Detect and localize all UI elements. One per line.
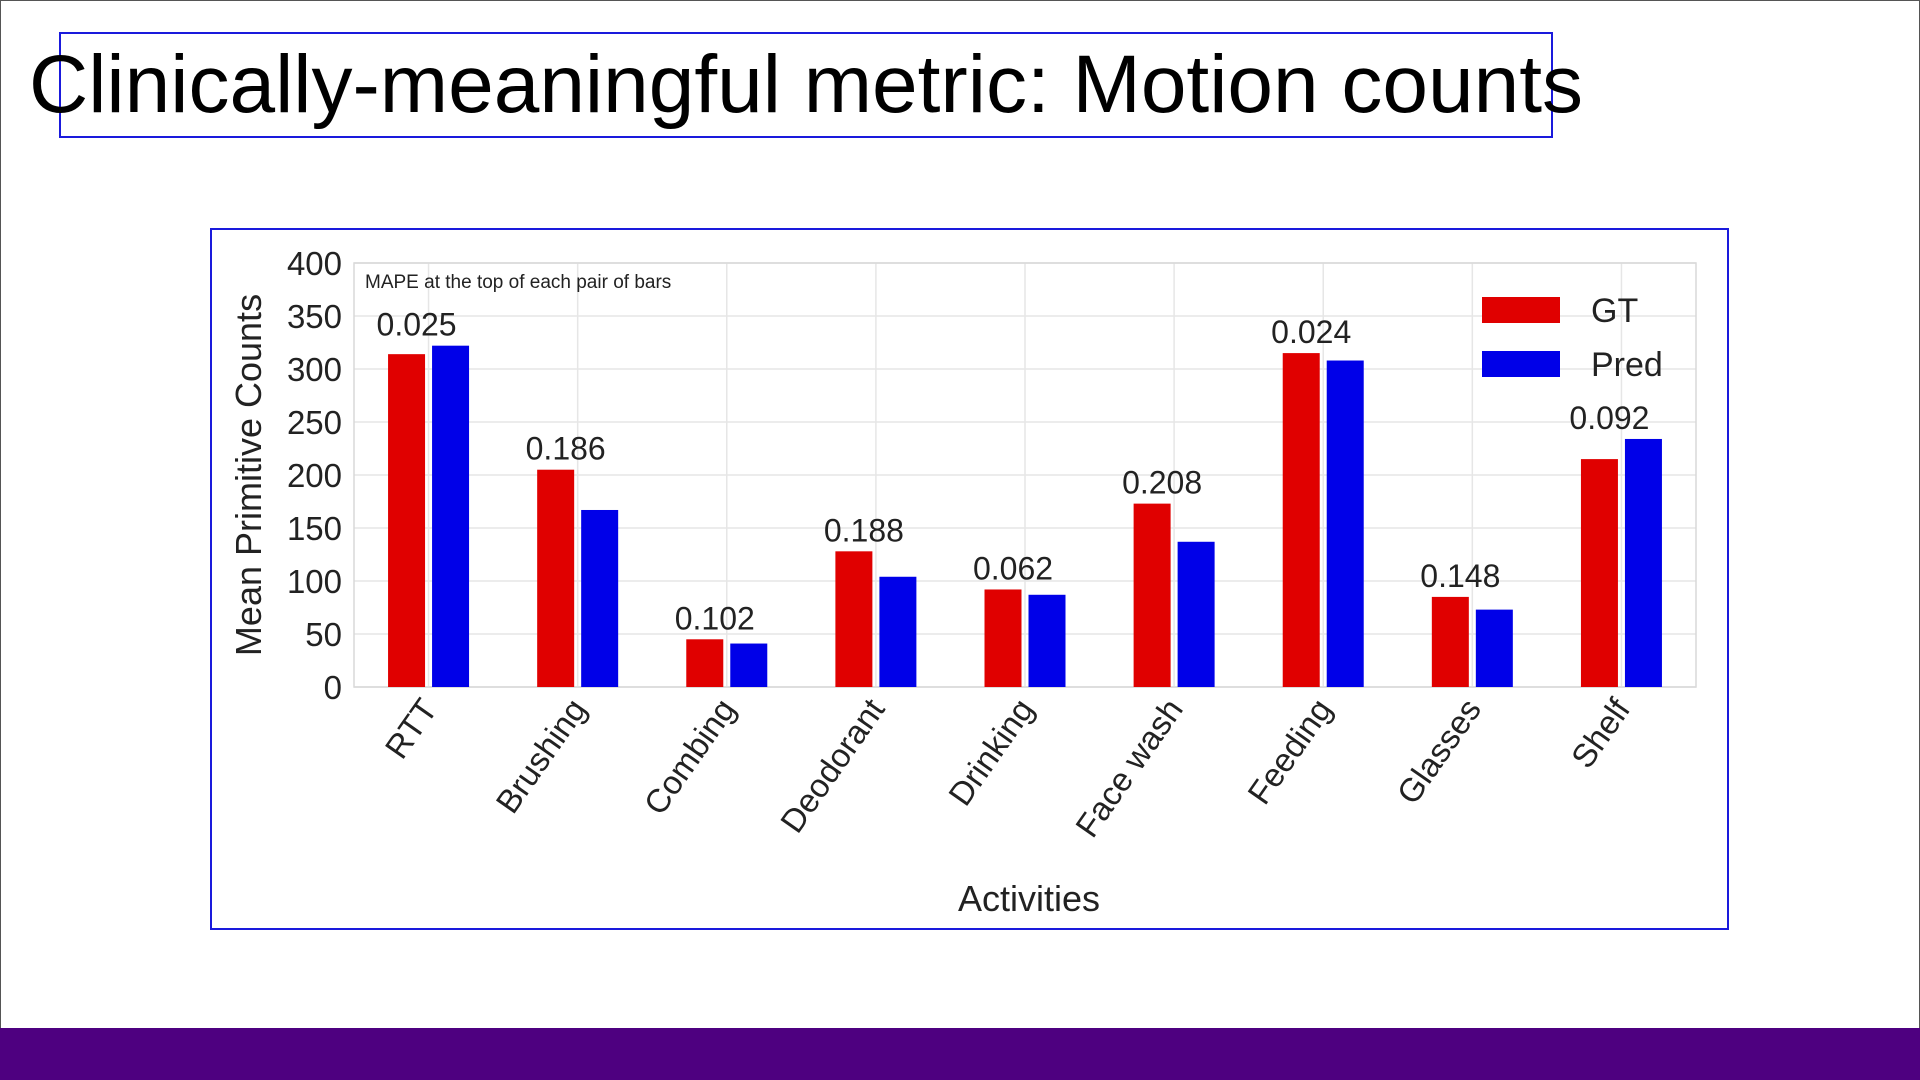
x-tick-label: Combing	[636, 692, 742, 821]
y-tick-label: 50	[305, 616, 342, 653]
bar-gt-face-wash	[1133, 503, 1171, 687]
bar-chart: 0 50 100 150 200 250 300 350 400 0.025 0.186 0.102…	[228, 245, 1697, 919]
mape-label: 0.092	[1569, 400, 1649, 436]
y-tick-label: 350	[287, 298, 342, 335]
mape-label: 0.186	[526, 431, 606, 467]
bar-pred-rtt	[432, 345, 470, 687]
bar-pred-glasses	[1475, 609, 1513, 687]
y-tick-label: 400	[287, 245, 342, 282]
bar-pred-feeding	[1326, 360, 1364, 687]
y-tick-label: 150	[287, 510, 342, 547]
x-tick-label: Shelf	[1564, 691, 1638, 775]
legend-label-pred: Pred	[1591, 346, 1663, 384]
bar-gt-drinking	[984, 589, 1022, 687]
legend: GT Pred	[1482, 292, 1663, 384]
y-tick-label: 300	[287, 351, 342, 388]
bar-pred-deodorant	[879, 576, 917, 687]
y-tick-labels: 0 50 100 150 200 250 300 350 400	[287, 245, 342, 706]
x-tick-label: Deodorant	[773, 692, 892, 839]
x-tick-label: Drinking	[941, 692, 1041, 812]
bar-gt-glasses	[1431, 596, 1469, 687]
mape-label: 0.025	[377, 307, 457, 343]
plot-area-border	[353, 262, 1697, 688]
x-tick-label: RTT	[378, 692, 445, 765]
y-tick-label: 0	[324, 669, 342, 706]
x-tick-labels: RTT Brushing Combing Deodorant Drinking Face …	[378, 691, 1638, 844]
y-tick-label: 250	[287, 404, 342, 441]
mape-label: 0.208	[1122, 465, 1202, 501]
bar-gt-shelf	[1580, 459, 1618, 687]
title-box: Clinically-meaningful metric: Motion cou…	[29, 32, 1583, 138]
bar-gt-deodorant	[835, 551, 873, 687]
mape-label: 0.148	[1420, 558, 1500, 594]
mape-label: 0.062	[973, 550, 1053, 586]
legend-label-gt: GT	[1591, 292, 1638, 330]
bar-pred-brushing	[581, 509, 619, 687]
x-tick-label: Brushing	[488, 692, 593, 820]
bar-pred-face-wash	[1177, 541, 1215, 687]
x-tick-label: Glasses	[1389, 692, 1488, 811]
chart-annotation: MAPE at the top of each pair of bars	[365, 272, 671, 293]
x-tick-label: Face wash	[1068, 692, 1190, 844]
bar-gt-rtt	[388, 354, 426, 687]
mape-label: 0.024	[1271, 314, 1351, 350]
footer-bar	[0, 1028, 1920, 1080]
legend-swatch-gt	[1482, 297, 1560, 323]
x-tick-label: Feeding	[1240, 692, 1339, 811]
grid-lines	[354, 262, 1696, 688]
slide-title: Clinically-meaningful metric: Motion cou…	[28, 39, 1584, 130]
legend-swatch-pred	[1482, 351, 1560, 377]
mape-labels: 0.025 0.186 0.102 0.188 0.062 0.208 0.024 0.148…	[377, 307, 1650, 637]
bars	[388, 345, 1662, 687]
y-tick-label: 100	[287, 563, 342, 600]
mape-label: 0.102	[675, 600, 755, 636]
y-axis-label: Mean Primitive Counts	[228, 294, 269, 656]
y-tick-label: 200	[287, 457, 342, 494]
bar-gt-combing	[686, 639, 724, 687]
bar-pred-shelf	[1624, 438, 1662, 687]
bar-pred-drinking	[1028, 594, 1066, 687]
chart-frame: 0 50 100 150 200 250 300 350 400 0.025 0.186 0.102…	[210, 228, 1729, 930]
x-axis-label: Activities	[958, 878, 1100, 919]
bar-gt-feeding	[1282, 353, 1320, 687]
bar-gt-brushing	[537, 469, 575, 687]
bar-pred-combing	[730, 643, 768, 687]
mape-label: 0.188	[824, 512, 904, 548]
